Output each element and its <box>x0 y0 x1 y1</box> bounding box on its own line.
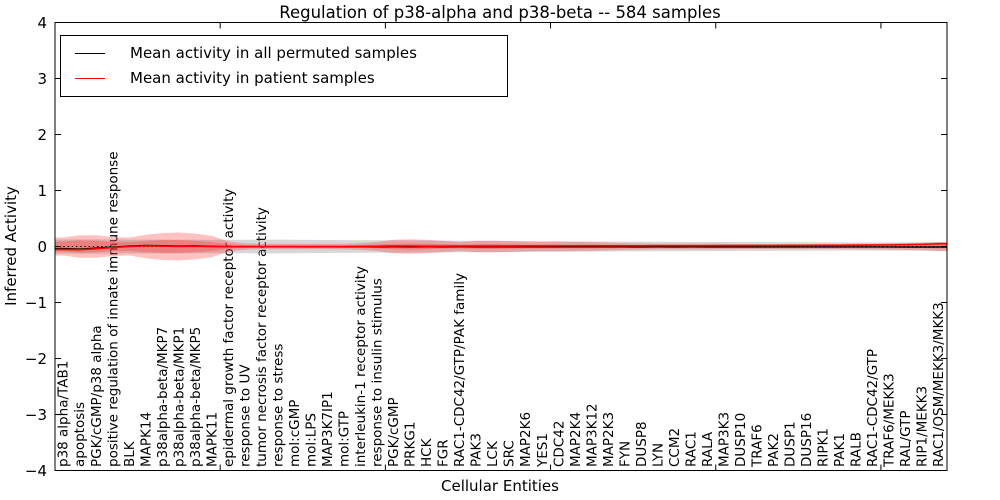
y-tick-label: −1 <box>25 294 47 312</box>
x-tick-label: p38 alpha/TAB1 <box>56 361 72 467</box>
x-axis-label: Cellular Entities <box>441 477 559 495</box>
x-tick-label: MAPK11 <box>204 412 220 467</box>
x-tick-label: mol:GTP <box>337 411 353 467</box>
chart-title: Regulation of p38-alpha and p38-beta -- … <box>279 3 721 22</box>
x-tick-label: RIP1/MEKK3 <box>915 386 931 467</box>
x-tick-label: apoptosis <box>72 402 88 467</box>
x-tick-label: p38alpha-beta/MKP7 <box>155 327 171 467</box>
x-tick-label: PAK2 <box>766 433 782 467</box>
x-tick-label: DUSP10 <box>733 413 749 467</box>
x-tick-label: PGK/cGMP <box>386 397 402 467</box>
x-tick-label: CDC42 <box>551 421 567 467</box>
x-tick-label: DUSP8 <box>634 421 650 467</box>
y-axis-label: Inferred Activity <box>2 186 20 306</box>
y-tick-label: 3 <box>37 70 47 88</box>
legend-label-patient: Mean activity in patient samples <box>130 69 375 87</box>
legend-entry-permuted: Mean activity in all permuted samples <box>61 46 507 61</box>
x-tick-label: tumor necrosis factor receptor activity <box>254 207 270 467</box>
x-tick-label: mol:LPS <box>303 413 319 467</box>
legend: Mean activity in all permuted samples Me… <box>60 35 508 97</box>
x-tick-label: CCM2 <box>667 428 683 467</box>
x-tick-label: FYN <box>617 441 633 467</box>
x-tick-label: RALB <box>849 432 865 467</box>
y-tick-label: 0 <box>37 238 47 256</box>
x-tick-label: TRAF6/MEKK3 <box>882 373 898 468</box>
y-tick-label: 1 <box>37 182 47 200</box>
x-tick-label: LCK <box>485 440 501 467</box>
x-tick-label: RALA <box>700 431 716 467</box>
x-tick-label: PRKG1 <box>403 422 419 467</box>
x-tick-label: YES1 <box>535 433 551 468</box>
x-tick-label: response to UV <box>237 364 253 467</box>
x-tick-label: MAP2K3 <box>601 412 617 467</box>
x-tick-label: BLK <box>122 440 138 467</box>
y-tick-label: −4 <box>25 462 47 480</box>
x-tick-label: positive regulation of innate immune res… <box>105 151 121 467</box>
x-tick-label: MAP3K3 <box>716 412 732 467</box>
x-tick-label: RIPK1 <box>816 428 832 467</box>
x-tick-label: DUSP16 <box>799 413 815 467</box>
x-tick-label: p38alpha-beta/MKP1 <box>171 327 187 467</box>
x-tick-label: RAC1-CDC42/GTP <box>865 349 881 467</box>
legend-label-permuted: Mean activity in all permuted samples <box>130 44 417 62</box>
x-tick-label: MAP3K7IP1 <box>320 391 336 467</box>
y-tick-label: 2 <box>37 126 47 144</box>
x-tick-label: LYN <box>650 443 666 467</box>
legend-entry-patient: Mean activity in patient samples <box>61 71 507 86</box>
x-tick-label: epidermal growth factor receptor activit… <box>221 189 237 467</box>
x-tick-label: PGK/cGMP/p38 alpha <box>89 325 105 467</box>
x-tick-label: RAC1 <box>683 431 699 467</box>
x-tick-label: HCK <box>419 437 435 467</box>
x-tick-label: p38alpha-beta/MKP5 <box>188 327 204 467</box>
x-tick-label: TRAF6 <box>749 424 765 468</box>
x-tick-label: MAPK14 <box>138 412 154 467</box>
x-tick-label: response to stress <box>270 344 286 467</box>
x-tick-label: MAP2K6 <box>518 412 534 467</box>
x-tick-label: FGR <box>436 439 452 467</box>
x-tick-label: PAK3 <box>469 433 485 467</box>
x-tick-label: SRC <box>502 440 518 467</box>
y-tick-label: −3 <box>25 406 47 424</box>
x-tick-label: RAL/GTP <box>898 410 914 467</box>
y-tick-label: 4 <box>37 14 47 32</box>
x-tick-label: DUSP1 <box>783 421 799 467</box>
x-tick-label: MAP2K4 <box>568 412 584 467</box>
x-tick-label: RAC1/OSM/MEKK3/MKK3 <box>931 302 947 467</box>
y-tick-label: −2 <box>25 350 47 368</box>
patient-mean-line <box>55 243 947 251</box>
x-tick-label: PAK1 <box>832 433 848 467</box>
x-tick-label: RAC1-CDC42/GTP/PAK family <box>452 273 468 467</box>
black-line-icon <box>75 53 105 54</box>
x-tick-label: MAP3K12 <box>584 403 600 467</box>
x-tick-label: interleukin-1 receptor activity <box>353 266 369 467</box>
x-tick-label: mol:cGMP <box>287 400 303 467</box>
x-tick-label: response to insulin stimulus <box>370 278 386 467</box>
red-line-icon <box>75 78 105 79</box>
